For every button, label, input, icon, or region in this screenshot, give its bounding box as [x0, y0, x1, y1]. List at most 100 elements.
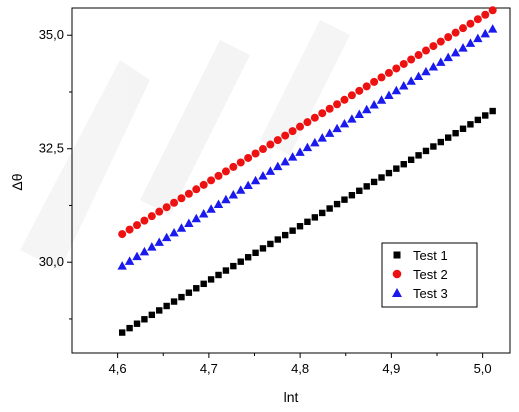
data-point — [228, 190, 239, 199]
data-point — [317, 133, 327, 142]
data-point — [362, 104, 372, 114]
data-point — [139, 246, 150, 256]
data-point — [132, 251, 142, 261]
data-point — [265, 166, 276, 175]
data-point — [133, 221, 142, 230]
x-tick-label: 4,7 — [200, 361, 218, 376]
data-point — [406, 76, 416, 85]
data-point — [310, 113, 319, 122]
data-point — [155, 207, 164, 216]
data-point — [421, 46, 430, 55]
data-point — [200, 280, 207, 288]
data-point — [413, 71, 424, 81]
data-point — [414, 51, 423, 60]
data-point — [428, 62, 439, 71]
data-point — [141, 316, 148, 323]
data-point — [230, 262, 237, 270]
data-point — [369, 100, 379, 109]
data-point — [473, 33, 483, 43]
data-point — [236, 185, 246, 194]
data-point — [422, 147, 430, 155]
data-point — [430, 143, 437, 150]
data-point — [480, 28, 490, 38]
data-point — [384, 68, 393, 77]
data-point — [236, 158, 245, 167]
data-point — [385, 169, 393, 177]
data-point — [184, 189, 193, 198]
data-point — [288, 127, 297, 136]
data-point — [118, 230, 127, 239]
data-point — [347, 114, 357, 123]
y-tick-label: 35,0 — [39, 27, 64, 42]
data-point — [185, 289, 193, 296]
legend-marker-3 — [392, 288, 402, 297]
data-point — [199, 180, 208, 189]
data-point — [213, 199, 224, 208]
data-point — [274, 236, 281, 243]
data-point — [287, 152, 298, 161]
data-point — [281, 231, 289, 239]
x-tick-label: 5,0 — [474, 361, 492, 376]
data-point — [148, 311, 156, 319]
y-axis-ticks: 30,0 32,5 35,0 — [39, 27, 72, 320]
data-point — [429, 42, 438, 51]
data-point — [170, 298, 178, 305]
data-point — [124, 256, 135, 265]
data-point — [244, 254, 252, 261]
data-point — [466, 19, 475, 28]
data-point — [437, 138, 444, 146]
data-point — [125, 225, 134, 234]
data-point — [332, 123, 342, 133]
x-axis-title: lnt — [284, 389, 299, 405]
data-point — [370, 77, 379, 86]
data-point — [474, 116, 482, 124]
data-point — [487, 24, 498, 33]
data-point — [421, 66, 431, 76]
data-point — [267, 240, 274, 248]
data-point — [444, 33, 453, 42]
data-point — [399, 59, 408, 68]
data-point — [251, 149, 260, 158]
data-point — [302, 142, 313, 152]
data-point — [170, 198, 179, 207]
data-point — [384, 90, 394, 99]
data-point — [281, 131, 290, 140]
data-point — [162, 203, 171, 212]
data-point — [250, 175, 261, 185]
data-point — [376, 95, 387, 104]
data-point — [436, 57, 446, 66]
data-point — [178, 293, 185, 301]
data-point — [452, 129, 459, 137]
data-point — [407, 55, 416, 64]
y-tick-label: 30,0 — [39, 254, 64, 269]
data-point — [133, 320, 141, 327]
data-point — [303, 118, 312, 127]
data-point — [147, 212, 156, 221]
data-point — [392, 64, 401, 73]
data-point — [445, 134, 452, 141]
series-2 — [118, 6, 497, 239]
series-3 — [117, 24, 498, 270]
data-point — [443, 52, 453, 62]
data-point — [280, 156, 290, 166]
legend-label-test-2: Test 2 — [413, 267, 448, 282]
data-point — [399, 81, 409, 90]
data-point — [161, 232, 172, 242]
data-point — [198, 209, 209, 218]
data-point — [340, 95, 349, 104]
data-point — [400, 161, 407, 168]
data-point — [176, 223, 187, 232]
data-point — [214, 171, 223, 180]
data-point — [244, 153, 253, 162]
data-point — [326, 205, 333, 212]
data-point — [193, 285, 200, 292]
data-point — [450, 47, 461, 57]
data-point — [154, 237, 164, 246]
data-point — [237, 258, 244, 265]
data-point — [355, 86, 364, 95]
data-point — [377, 73, 386, 82]
legend-marker-2 — [392, 269, 402, 279]
data-point — [156, 307, 163, 314]
data-point — [415, 152, 422, 159]
data-point — [465, 38, 476, 47]
